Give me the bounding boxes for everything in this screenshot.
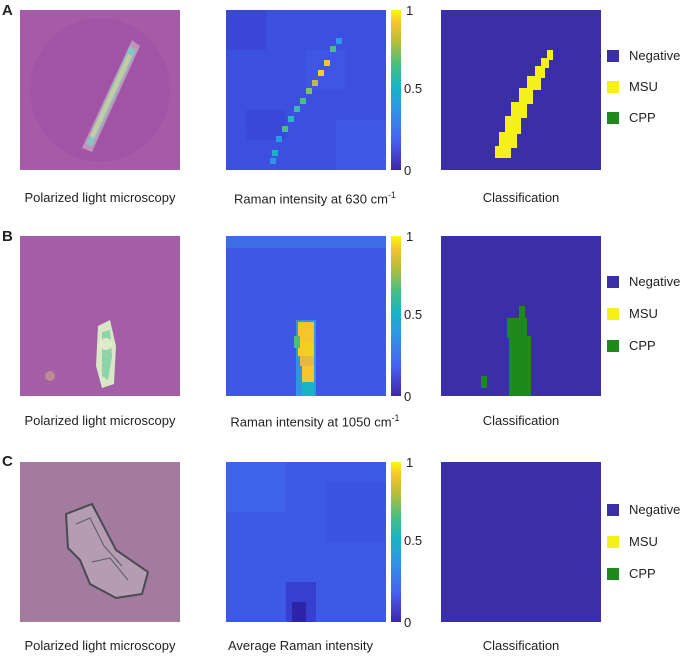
caption-classification-a: Classification — [482, 190, 560, 205]
microscopy-image-c — [20, 462, 180, 622]
legend-item-negative: Negative — [607, 274, 680, 289]
colorbar-tick-max: 1 — [406, 229, 414, 244]
caption-microscopy-c: Polarized light microscopy — [24, 638, 176, 653]
legend-label: CPP — [629, 338, 656, 353]
caption-microscopy-a: Polarized light microscopy — [24, 190, 176, 205]
colorbar-tick-mid: 0.5 — [404, 81, 423, 96]
legend-swatch-cpp — [607, 339, 619, 352]
colorbar-tick-mid: 0.5 — [404, 307, 423, 322]
colorbar-a — [391, 10, 401, 170]
legend-label: Negative — [629, 48, 681, 63]
legend-item-negative: Negative — [607, 502, 680, 517]
legend-label: Negative — [629, 274, 681, 289]
panel-letter-a: A — [2, 2, 13, 19]
microscopy-image-a — [20, 10, 180, 170]
classification-map-c — [441, 462, 601, 622]
legend-item-negative: Negative — [607, 48, 680, 63]
raman-heatmap-a — [226, 10, 386, 170]
legend-swatch-cpp — [607, 111, 619, 124]
legend-label: MSU — [629, 306, 658, 321]
legend-item-msu: MSU — [607, 306, 658, 321]
legend-item-cpp: CPP — [607, 566, 656, 581]
legend-label: Negative — [629, 502, 681, 517]
raman-heatmap-b — [226, 236, 386, 396]
legend-swatch-cpp — [607, 567, 619, 580]
classification-map-b — [441, 236, 601, 396]
legend-item-msu: MSU — [607, 534, 658, 549]
colorbar-tick-max: 1 — [406, 455, 414, 470]
legend-swatch-negative — [607, 503, 619, 516]
classification-map-a — [441, 10, 601, 170]
caption-heatmap-b-sup: -1 — [391, 413, 400, 423]
legend-swatch-msu — [607, 535, 619, 548]
colorbar-tick-min: 0 — [404, 615, 412, 630]
caption-heatmap-a-sup: -1 — [387, 190, 396, 200]
legend-item-msu: MSU — [607, 79, 658, 94]
legend-swatch-msu — [607, 307, 619, 320]
raman-heatmap-c — [226, 462, 386, 622]
colorbar-c — [391, 462, 401, 622]
panel-letter-b: B — [2, 228, 13, 245]
caption-classification-c: Classification — [482, 638, 560, 653]
legend-label: MSU — [629, 534, 658, 549]
caption-heatmap-a-text: Raman intensity at 630 cm — [234, 191, 388, 207]
panel-letter-c: C — [2, 453, 13, 470]
caption-microscopy-b: Polarized light microscopy — [24, 413, 176, 428]
legend-swatch-negative — [607, 49, 619, 62]
colorbar-tick-min: 0 — [404, 389, 412, 404]
caption-heatmap-c-text: Average Raman intensity — [228, 638, 374, 653]
caption-heatmap-c: Average Raman intensity — [190, 638, 410, 653]
caption-heatmap-b: Raman intensity at 1050 cm-1 — [205, 413, 425, 429]
caption-heatmap-a: Raman intensity at 630 cm-1 — [205, 190, 425, 206]
legend-swatch-negative — [607, 275, 619, 288]
caption-classification-b: Classification — [482, 413, 560, 428]
legend-item-cpp: CPP — [607, 110, 656, 125]
legend-label: CPP — [629, 566, 656, 581]
colorbar-tick-mid: 0.5 — [404, 533, 423, 548]
legend-item-cpp: CPP — [607, 338, 656, 353]
legend-swatch-msu — [607, 80, 619, 93]
legend-label: MSU — [629, 79, 658, 94]
colorbar-b — [391, 236, 401, 396]
colorbar-tick-min: 0 — [404, 163, 412, 178]
caption-heatmap-b-text: Raman intensity at 1050 cm — [230, 414, 392, 430]
colorbar-tick-max: 1 — [406, 3, 414, 18]
microscopy-image-b — [20, 236, 180, 396]
legend-label: CPP — [629, 110, 656, 125]
